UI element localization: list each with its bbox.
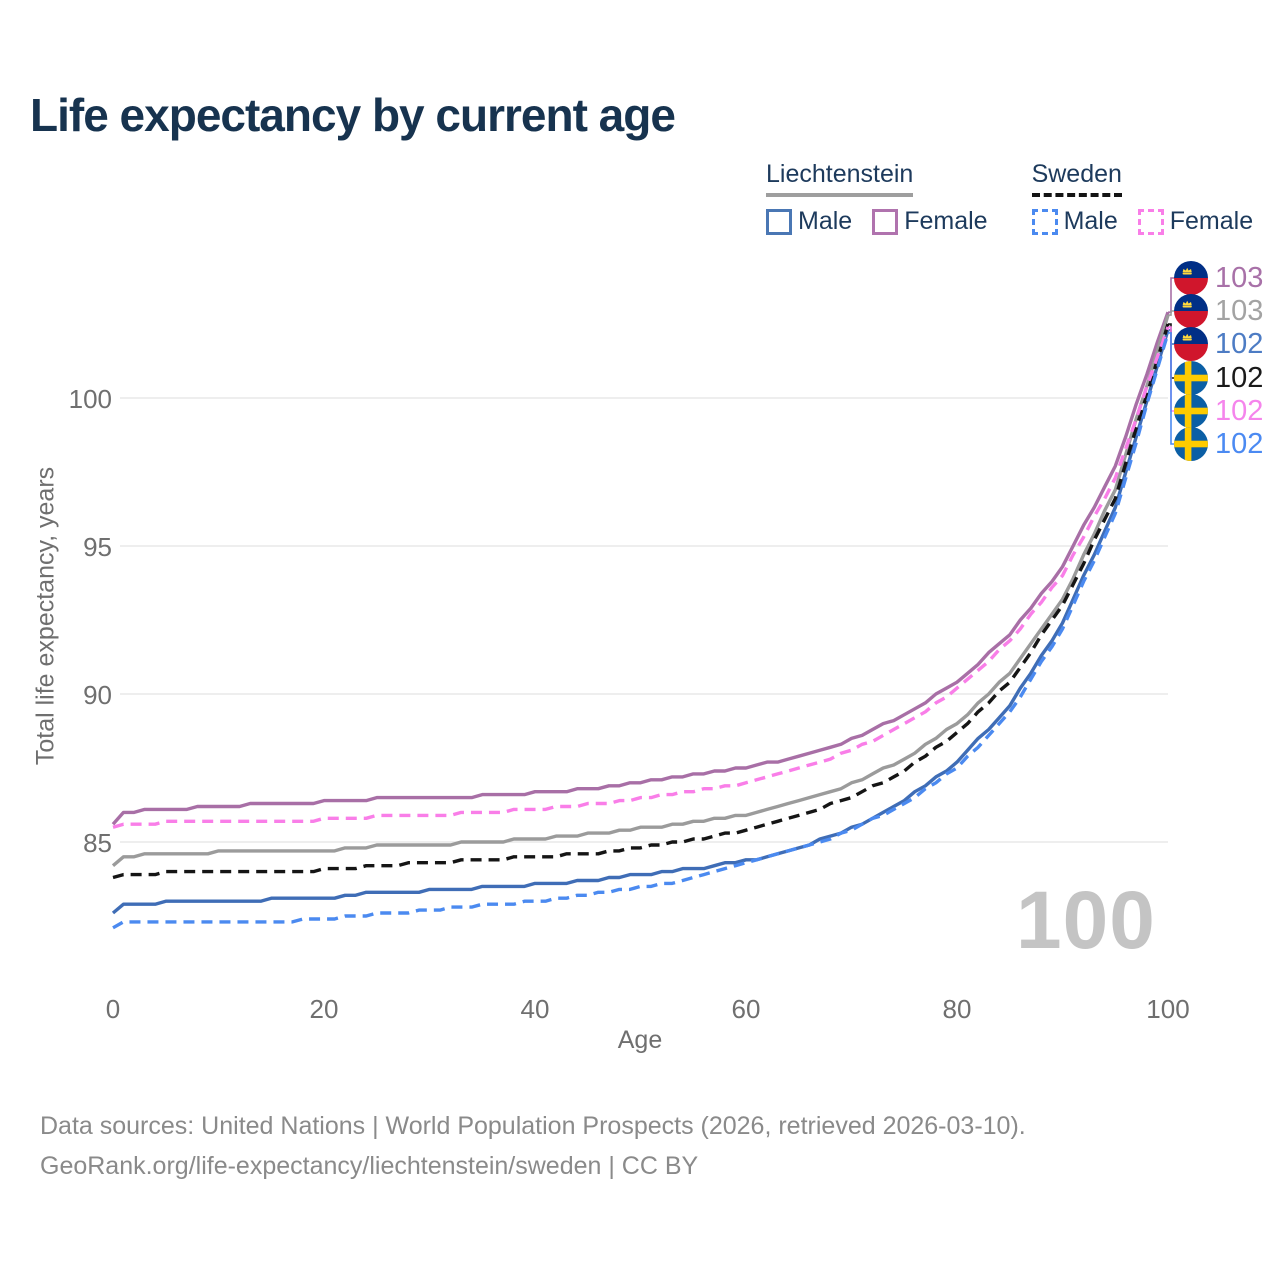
end-value-liechtenstein-male: 102 bbox=[1215, 328, 1264, 360]
sweden-flag-icon bbox=[1174, 394, 1208, 428]
end-label-connector-sweden-male bbox=[1168, 332, 1175, 445]
series-line-sweden-female bbox=[112, 326, 1170, 829]
male-solid-line-swatch-icon bbox=[766, 208, 792, 235]
end-label-row-liechtenstein-total[interactable]: 103 bbox=[1174, 294, 1263, 328]
sweden-flag-icon bbox=[1174, 427, 1208, 461]
x-tick-60: 60 bbox=[731, 994, 761, 1024]
legend-items-sweden: Male Female bbox=[1031, 207, 1254, 236]
legend-items-liechtenstein: Male Female bbox=[766, 207, 988, 236]
series-line-liechtenstein-total bbox=[111, 314, 1170, 867]
legend-item-label: Female bbox=[904, 207, 988, 235]
chart-footer: Data sources: United Nations | World Pop… bbox=[40, 1106, 1026, 1186]
legend-item-sweden-male[interactable]: Male bbox=[1031, 207, 1118, 236]
y-axis-title: Total life expectancy, years bbox=[31, 466, 60, 766]
sweden-flag-icon bbox=[1174, 361, 1208, 395]
x-tick-0: 0 bbox=[105, 994, 121, 1024]
male-dashed-line-swatch-icon bbox=[1031, 208, 1058, 235]
end-label-row-sweden-female[interactable]: 102 bbox=[1174, 394, 1263, 428]
legend-item-liechtenstein-male[interactable]: Male bbox=[766, 207, 852, 236]
x-tick-40: 40 bbox=[520, 994, 550, 1024]
x-tick-20: 20 bbox=[309, 994, 339, 1024]
legend-group-sweden: Sweden Male Female bbox=[1031, 160, 1254, 236]
end-value-liechtenstein-total: 103 bbox=[1215, 295, 1264, 327]
x-tick-80: 80 bbox=[942, 994, 972, 1024]
legend-item-label: Female bbox=[1169, 207, 1254, 235]
page-title: Life expectancy by current age bbox=[30, 89, 676, 141]
series-line-sweden-total bbox=[112, 323, 1170, 880]
end-label-connector-liechtenstein-female bbox=[1168, 277, 1175, 313]
end-label-row-sweden-male[interactable]: 102 bbox=[1174, 427, 1263, 461]
end-label-row-liechtenstein-male[interactable]: 102 bbox=[1174, 327, 1263, 361]
end-label-connector-liechtenstein-total bbox=[1168, 310, 1175, 316]
legend-item-label: Male bbox=[798, 207, 853, 235]
legend-country-sweden[interactable]: Sweden bbox=[1031, 160, 1122, 197]
legend-item-sweden-female[interactable]: Female bbox=[1137, 207, 1254, 236]
legend-group-liechtenstein: Liechtenstein Male Female bbox=[766, 160, 988, 236]
attribution-text: GeoRank.org/life-expectancy/liechtenstei… bbox=[40, 1152, 699, 1180]
female-solid-line-swatch-icon bbox=[872, 208, 899, 235]
legend: Liechtenstein Male Female Sweden Male bbox=[766, 160, 1253, 236]
y-tick-95: 95 bbox=[83, 532, 112, 562]
end-value-sweden-female: 102 bbox=[1215, 395, 1264, 427]
legend-country-liechtenstein[interactable]: Liechtenstein bbox=[766, 160, 914, 197]
y-tick-85: 85 bbox=[83, 828, 112, 858]
end-value-sweden-male: 102 bbox=[1215, 428, 1264, 460]
x-axis-title: Age bbox=[617, 1026, 663, 1054]
legend-item-liechtenstein-female[interactable]: Female bbox=[872, 207, 988, 236]
liechtenstein-flag-icon bbox=[1174, 261, 1208, 295]
liechtenstein-flag-icon bbox=[1174, 294, 1208, 328]
series-line-liechtenstein-female bbox=[111, 311, 1170, 826]
end-label-row-sweden-total[interactable]: 102 bbox=[1174, 361, 1263, 395]
x-tick-100: 100 bbox=[1146, 994, 1190, 1024]
series-line-sweden-male bbox=[112, 332, 1170, 930]
end-value-sweden-total: 102 bbox=[1215, 362, 1264, 394]
current-age-watermark: 100 bbox=[1016, 875, 1156, 966]
end-label-row-liechtenstein-female[interactable]: 103 bbox=[1174, 261, 1263, 295]
female-dashed-line-swatch-icon bbox=[1137, 208, 1164, 235]
end-value-liechtenstein-female: 103 bbox=[1215, 262, 1264, 294]
legend-item-label: Male bbox=[1063, 207, 1118, 235]
data-sources-text: Data sources: United Nations | World Pop… bbox=[40, 1112, 1026, 1140]
y-tick-90: 90 bbox=[83, 680, 112, 710]
series-line-liechtenstein-male bbox=[111, 329, 1170, 915]
y-tick-100: 100 bbox=[68, 384, 112, 414]
liechtenstein-flag-icon bbox=[1174, 327, 1208, 361]
